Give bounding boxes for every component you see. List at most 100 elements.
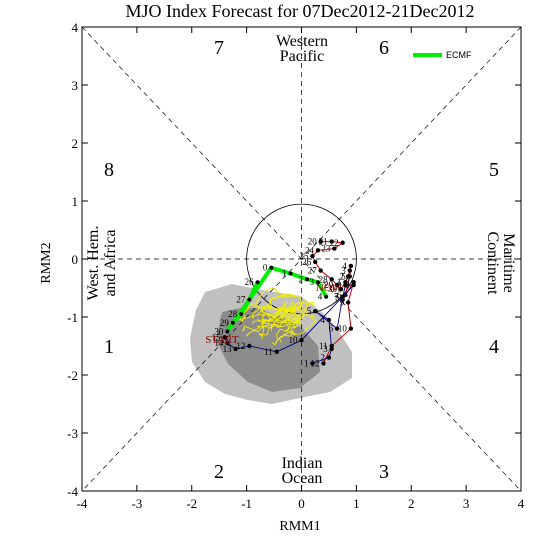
observed-point bbox=[347, 268, 352, 273]
ensemble-member-track bbox=[257, 315, 292, 326]
observed-day-label: 21 bbox=[319, 237, 328, 247]
observed-point bbox=[315, 248, 321, 253]
forecast-day-label: 11 bbox=[264, 347, 273, 357]
ensemble-member-track bbox=[278, 312, 299, 343]
forecast-point bbox=[326, 317, 332, 323]
ecmf-point bbox=[288, 271, 293, 276]
forecast-point bbox=[225, 340, 230, 346]
legend-label-ecmf: ECMF bbox=[446, 50, 472, 60]
forecast-day-label: 12 bbox=[236, 341, 245, 351]
y-tick-label: 3 bbox=[72, 78, 79, 93]
observed-day-label: 8 bbox=[345, 277, 350, 287]
x-tick-label: -2 bbox=[186, 496, 197, 511]
observed-day-label: 30 bbox=[328, 284, 338, 294]
y-tick-label: -2 bbox=[67, 368, 78, 383]
phase-number: 1 bbox=[104, 336, 114, 358]
forecast-day-label: 4 bbox=[320, 315, 325, 325]
x-tick-label: -3 bbox=[131, 496, 142, 511]
x-tick-label: 1 bbox=[353, 496, 360, 511]
ecmf-day-label: 1 bbox=[282, 269, 287, 279]
y-tick-label: 1 bbox=[72, 194, 79, 209]
x-axis-label: RMM1 bbox=[279, 519, 320, 534]
observed-day-label: 4 bbox=[342, 261, 347, 271]
forecast-day-label: 7 bbox=[334, 292, 339, 302]
now-marker: NOW bbox=[316, 282, 343, 294]
ecmf-day-label: 29 bbox=[220, 318, 230, 328]
forecast-day-label: 14 bbox=[214, 338, 224, 348]
y-axis-label: RMM2 bbox=[39, 242, 54, 283]
observed-day-label: 27 bbox=[308, 266, 318, 276]
x-tick-label: 3 bbox=[463, 496, 470, 511]
forecast-point bbox=[310, 361, 315, 366]
phase-number: 2 bbox=[214, 461, 224, 483]
ensemble-member-track bbox=[246, 318, 298, 337]
ecmf-point bbox=[230, 320, 235, 325]
forecast-point bbox=[247, 343, 252, 349]
observed-point bbox=[329, 239, 334, 244]
observed-day-label: 2 bbox=[340, 271, 345, 281]
ensemble-member-track bbox=[271, 301, 296, 332]
region-label-left: and Africa bbox=[102, 229, 119, 296]
observed-point bbox=[348, 326, 354, 331]
region-label-top: Pacific bbox=[280, 48, 324, 65]
observed-day-label: 12 bbox=[310, 358, 319, 368]
ecmf-point bbox=[304, 277, 309, 282]
observed-point bbox=[340, 240, 345, 245]
region-label-left: West. Hem. bbox=[85, 226, 102, 301]
observed-day-label: 11 bbox=[319, 341, 328, 351]
forecast-day-label: 2 bbox=[320, 353, 325, 363]
ecmf-day-label: 0 bbox=[263, 263, 268, 273]
observed-point bbox=[334, 282, 340, 288]
forecast-day-label: 5 bbox=[307, 306, 312, 316]
y-tick-label: 2 bbox=[72, 136, 79, 151]
ecmf-day-label: 30 bbox=[214, 327, 224, 337]
y-tick-label: 0 bbox=[72, 252, 79, 267]
observed-day-label: 28 bbox=[319, 274, 329, 284]
observed-day-label: 25 bbox=[299, 251, 309, 261]
forecast-point bbox=[222, 335, 227, 340]
ecmf-point bbox=[315, 280, 320, 285]
phase-number: 3 bbox=[379, 461, 389, 483]
observed-point bbox=[347, 274, 352, 279]
observed-point bbox=[329, 277, 334, 282]
x-tick-label: 2 bbox=[408, 496, 415, 511]
forecast-point bbox=[343, 282, 348, 288]
x-tick-label: -1 bbox=[241, 496, 252, 511]
ensemble-member-track bbox=[267, 302, 310, 312]
forecast-point bbox=[340, 294, 345, 299]
x-tick-label: 4 bbox=[518, 496, 525, 511]
observed-day-label: 20 bbox=[308, 237, 318, 247]
ensemble-member-track bbox=[258, 310, 292, 337]
ecmf-point bbox=[247, 297, 252, 302]
y-tick-label: -1 bbox=[67, 310, 78, 325]
ecmf-point bbox=[255, 280, 260, 285]
forecast-day-label: 9 bbox=[345, 280, 350, 290]
phase-number: 4 bbox=[489, 336, 499, 358]
ecmf-day-label: 2 bbox=[298, 274, 303, 284]
forecast-point bbox=[329, 346, 334, 352]
region-label-bottom: Ocean bbox=[282, 470, 323, 487]
ecmf-point bbox=[225, 329, 230, 334]
observed-point bbox=[310, 253, 315, 259]
y-tick-label: -4 bbox=[67, 484, 78, 499]
y-tick-label: 4 bbox=[72, 20, 79, 35]
forecast-day-label: 15 bbox=[212, 332, 222, 342]
forecast-day-label: 6 bbox=[329, 324, 334, 334]
phase-number: 8 bbox=[104, 159, 114, 181]
start-marker: START bbox=[205, 334, 239, 346]
forecast-point bbox=[299, 338, 304, 343]
phase-number: 6 bbox=[379, 37, 389, 59]
observed-day-label: 26 bbox=[302, 257, 312, 267]
ecmf-day-label: 3 bbox=[309, 277, 314, 287]
ensemble-member-track bbox=[245, 287, 299, 310]
ensemble-member-track bbox=[252, 293, 296, 319]
ecmf-day-label: 4 bbox=[318, 292, 323, 302]
forecast-day-label: 3 bbox=[323, 344, 328, 354]
forecast-day-label: 10 bbox=[289, 335, 299, 345]
diagonal-line bbox=[81, 26, 522, 492]
observed-point bbox=[338, 286, 344, 292]
ecmf-day-label: 26 bbox=[245, 277, 255, 287]
forecast-point bbox=[274, 349, 280, 354]
observed-day-label: 5 bbox=[341, 271, 346, 281]
x-tick-label: 0 bbox=[298, 496, 305, 511]
